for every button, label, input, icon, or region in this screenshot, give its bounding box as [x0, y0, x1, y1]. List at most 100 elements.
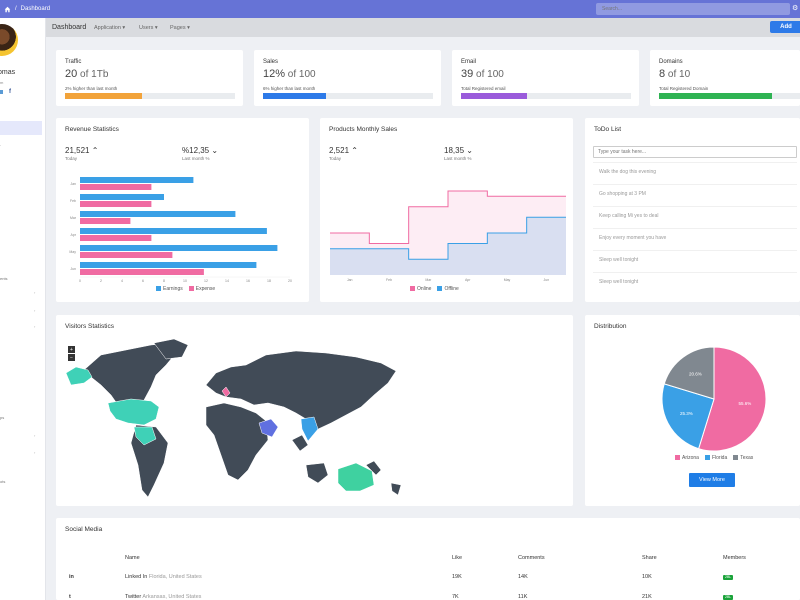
card-title: Distribution: [594, 323, 627, 330]
products-area-chart: Jan Feb Mar Apr May Jun: [330, 190, 566, 282]
sidebar-item-label[interactable]: ents: [0, 276, 8, 281]
user-role: m: [0, 80, 4, 85]
todo-item[interactable]: Go shopping at 3 PM: [593, 184, 797, 204]
x-tick-label: Apr: [465, 278, 471, 282]
pie-slice-florida: [661, 383, 715, 450]
breadcrumb: / Dashboard: [0, 5, 50, 13]
column-header-comments[interactable]: Comments: [518, 555, 545, 561]
home-icon[interactable]: [3, 5, 11, 13]
revenue-bar-chart: 0 2 4 6 8 10 12 14 16 18 20 Jan Feb Mar Apr May Jun: [69, 177, 292, 283]
pie-label: 55.6%: [738, 401, 751, 406]
bar-expense: [80, 201, 152, 207]
last-month-label: Last month %: [182, 156, 210, 161]
facebook-icon[interactable]: f: [9, 89, 11, 95]
stat-card-sales: Sales 12% of 100 6% higher than last mon…: [254, 50, 441, 106]
revenue-card: Revenue Statistics 21,521 ⌃ Today %12,35…: [56, 118, 309, 302]
sidebar-item-label[interactable]: ps: [0, 415, 5, 420]
todo-item[interactable]: Sleep well tonight: [593, 272, 797, 292]
today-value: 2,521 ⌃: [329, 146, 358, 155]
row-name: Linked In Florida, United States: [125, 574, 202, 580]
menu-users[interactable]: Users ▾: [139, 25, 158, 31]
row-name: Twitter Arkansas, United States: [125, 594, 202, 600]
legend-earnings[interactable]: Earnings: [156, 286, 183, 292]
chevron-right-icon[interactable]: ›: [34, 450, 36, 455]
stat-note: Total Registered Domain: [659, 86, 709, 91]
chart-legend: Earnings Expense: [156, 286, 215, 292]
stat-title: Traffic: [65, 59, 82, 65]
map-region-india[interactable]: [300, 416, 319, 442]
twitter-icon[interactable]: [0, 90, 3, 94]
bar-expense: [80, 218, 131, 224]
stat-value: 39 of 100: [461, 68, 504, 80]
sidebar-item-active[interactable]: [0, 121, 42, 135]
map-region-uk[interactable]: [221, 386, 231, 398]
page-title: Dashboard: [52, 24, 87, 31]
view-more-button[interactable]: View More: [689, 473, 735, 487]
avatar[interactable]: [0, 24, 18, 56]
x-tick-label: 14: [225, 279, 229, 283]
progress-fill: [659, 93, 772, 99]
todo-input[interactable]: [593, 146, 797, 158]
stat-note: 6% higher than last month: [263, 86, 316, 91]
map-region-saudi[interactable]: [258, 418, 279, 438]
column-header-like[interactable]: Like: [452, 555, 463, 561]
page-toolbar: Dashboard Application ▾ Users ▾ Pages ▾ …: [46, 18, 800, 37]
row-share: 10K: [642, 574, 652, 580]
stat-card-domains: Domains 8 of 10 Total Registered Domain: [650, 50, 800, 106]
distribution-card: Distribution 55.6% 25.3% 20.6% Arizona Flo…: [585, 315, 800, 506]
legend-offline[interactable]: Offline: [437, 286, 459, 292]
map-region-alaska[interactable]: [65, 366, 93, 386]
bar-earnings: [80, 245, 278, 251]
card-title: Visitors Statistics: [65, 323, 115, 330]
menu-pages[interactable]: Pages ▾: [170, 25, 190, 31]
stat-value: 20 of 1Tb: [65, 68, 109, 80]
stat-title: Domains: [659, 59, 683, 65]
y-tick-label: May: [69, 250, 76, 254]
search-input[interactable]: [596, 3, 790, 15]
stat-title: Email: [461, 59, 477, 65]
legend-online[interactable]: Online: [410, 286, 431, 292]
column-header-share[interactable]: Share: [642, 555, 657, 561]
add-button[interactable]: Add: [770, 21, 800, 33]
bar-earnings: [80, 177, 194, 183]
progress-bar: [263, 93, 433, 99]
menu-application[interactable]: Application ▾: [94, 25, 126, 31]
zoom-out-button[interactable]: −: [68, 354, 75, 361]
x-tick-label: 18: [267, 279, 271, 283]
twitter-icon: t: [69, 594, 71, 600]
todo-item[interactable]: Walk the dog this evening: [593, 162, 797, 182]
sidebar-item-label[interactable]: ots: [0, 479, 6, 484]
progress-fill: [263, 93, 326, 99]
bar-earnings: [80, 262, 257, 268]
column-header-name[interactable]: Name: [125, 555, 140, 561]
zoom-in-button[interactable]: +: [68, 346, 75, 353]
legend-arizona[interactable]: Arizona: [675, 455, 699, 461]
breadcrumb-current[interactable]: Dashboard: [20, 6, 51, 12]
chevron-right-icon[interactable]: ›: [34, 308, 36, 313]
x-tick-label: 20: [288, 279, 292, 283]
stat-note: Total Registered email: [461, 86, 506, 91]
chevron-right-icon[interactable]: ›: [34, 290, 36, 295]
legend-florida[interactable]: Florida: [704, 455, 727, 461]
bar-earnings: [80, 211, 236, 217]
chevron-right-icon[interactable]: ›: [34, 324, 36, 329]
map-region-mexico[interactable]: [133, 426, 157, 446]
todo-item[interactable]: Sleep well tonight: [593, 250, 797, 270]
visitors-card: Visitors Statistics + −: [56, 315, 573, 506]
today-label: Today: [65, 156, 78, 161]
x-tick-label: 8: [163, 279, 165, 283]
world-map[interactable]: [56, 315, 573, 506]
column-header-members[interactable]: Members: [723, 555, 746, 561]
legend-expense[interactable]: Expense: [188, 286, 215, 292]
line-online: [330, 190, 566, 244]
sidebar-item[interactable]: ·: [0, 143, 2, 148]
y-tick-label: Mar: [70, 216, 77, 220]
chevron-right-icon[interactable]: ›: [34, 433, 36, 438]
legend-texas[interactable]: Texas: [733, 455, 753, 461]
todo-item[interactable]: Enjoy every moment you have: [593, 228, 797, 248]
todo-item[interactable]: Keep calling Mi yes to deal: [593, 206, 797, 226]
map-region-usa[interactable]: [107, 398, 160, 426]
settings-icon[interactable]: ⚙: [792, 5, 799, 12]
today-value: 21,521 ⌃: [65, 146, 99, 155]
map-region-australia[interactable]: [337, 462, 375, 492]
